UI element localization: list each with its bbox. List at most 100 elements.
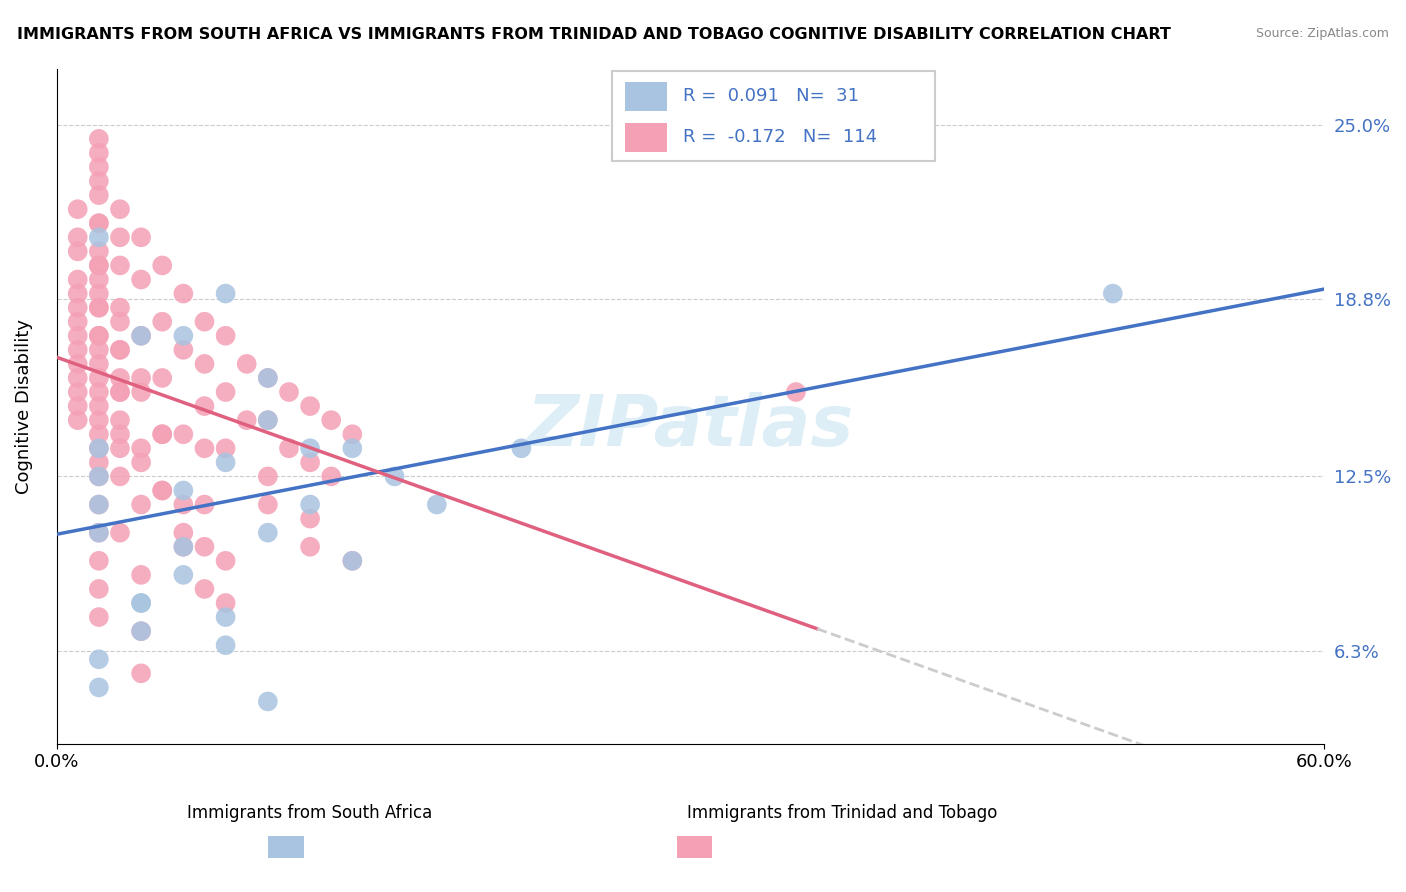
Point (257, 694, 280, 708)
Point (299, 455, 322, 469)
FancyBboxPatch shape (624, 123, 666, 152)
Y-axis label: Cognitive Disability: Cognitive Disability (15, 318, 32, 493)
Point (87, 160, 110, 174)
Point (87, 132, 110, 146)
Point (87, 455, 110, 469)
FancyBboxPatch shape (612, 71, 935, 161)
Point (129, 596, 152, 610)
Point (193, 442, 215, 456)
Point (214, 328, 236, 343)
Point (172, 540, 194, 554)
Point (129, 328, 152, 343)
Point (87, 244, 110, 259)
Point (66, 328, 89, 343)
Point (66, 384, 89, 399)
Point (257, 413, 280, 427)
Point (66, 301, 89, 315)
Point (214, 638, 236, 652)
Point (66, 357, 89, 371)
Point (66, 399, 89, 413)
FancyBboxPatch shape (624, 82, 666, 111)
Point (172, 328, 194, 343)
Point (87, 384, 110, 399)
Text: R =  -0.172   N=  114: R = -0.172 N= 114 (683, 128, 877, 146)
Point (299, 498, 322, 512)
Point (129, 666, 152, 681)
Text: IMMIGRANTS FROM SOUTH AFRICA VS IMMIGRANTS FROM TRINIDAD AND TOBAGO COGNITIVE DI: IMMIGRANTS FROM SOUTH AFRICA VS IMMIGRAN… (17, 27, 1171, 42)
Point (87, 652, 110, 666)
Point (172, 483, 194, 498)
Point (108, 371, 131, 385)
Point (108, 259, 131, 273)
Point (66, 371, 89, 385)
Point (129, 384, 152, 399)
Point (129, 596, 152, 610)
Point (129, 371, 152, 385)
FancyBboxPatch shape (269, 836, 304, 858)
Point (66, 244, 89, 259)
Point (214, 442, 236, 456)
Point (235, 357, 257, 371)
Point (150, 427, 173, 442)
Point (87, 371, 110, 385)
Point (193, 540, 215, 554)
Point (66, 202, 89, 217)
Point (129, 624, 152, 639)
Point (785, 384, 807, 399)
Text: ZIPatlas: ZIPatlas (527, 392, 853, 461)
Point (87, 469, 110, 483)
Point (150, 259, 173, 273)
Point (321, 413, 343, 427)
Point (87, 498, 110, 512)
Text: Immigrants from Trinidad and Tobago: Immigrants from Trinidad and Tobago (688, 805, 998, 822)
Point (193, 582, 215, 596)
Point (214, 610, 236, 624)
Point (129, 455, 152, 469)
Point (342, 442, 364, 456)
Point (150, 371, 173, 385)
Point (342, 554, 364, 568)
Point (87, 498, 110, 512)
Point (172, 525, 194, 540)
Point (172, 343, 194, 357)
Point (342, 427, 364, 442)
Point (129, 498, 152, 512)
Point (108, 442, 131, 456)
Point (87, 357, 110, 371)
Point (87, 145, 110, 160)
Point (129, 272, 152, 286)
Text: Immigrants from South Africa: Immigrants from South Africa (187, 805, 433, 822)
Point (129, 624, 152, 639)
Point (108, 315, 131, 329)
Point (129, 567, 152, 582)
Point (87, 216, 110, 230)
Point (214, 554, 236, 568)
FancyBboxPatch shape (678, 836, 713, 858)
Point (87, 174, 110, 188)
Point (384, 469, 406, 483)
Point (257, 469, 280, 483)
Point (235, 413, 257, 427)
Point (87, 188, 110, 202)
Point (108, 343, 131, 357)
Point (299, 399, 322, 413)
Point (87, 582, 110, 596)
Point (66, 286, 89, 301)
Point (193, 399, 215, 413)
Point (278, 384, 301, 399)
Point (87, 525, 110, 540)
Point (87, 259, 110, 273)
Point (193, 498, 215, 512)
Point (214, 286, 236, 301)
Point (129, 442, 152, 456)
Point (87, 554, 110, 568)
Point (66, 272, 89, 286)
Point (87, 301, 110, 315)
Point (510, 442, 533, 456)
Point (150, 315, 173, 329)
Point (87, 230, 110, 244)
Point (108, 202, 131, 217)
Point (299, 442, 322, 456)
Point (87, 469, 110, 483)
Point (66, 343, 89, 357)
